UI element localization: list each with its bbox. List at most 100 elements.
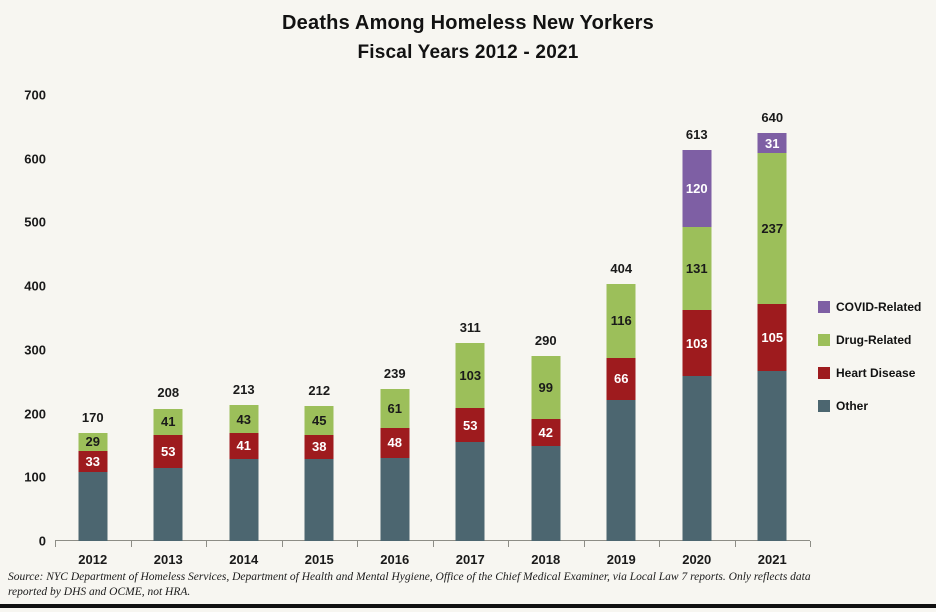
bar-total-label: 311: [459, 319, 481, 335]
bar-segment-heart[interactable]: 41: [229, 432, 259, 459]
segment-value-label: 29: [85, 434, 100, 450]
stacked-bar[interactable]: 42 99: [531, 356, 561, 541]
legend-label: Drug-Related: [836, 332, 912, 347]
bar-segment-drug[interactable]: 43: [229, 405, 259, 433]
segment-value-label: 45: [312, 412, 327, 428]
x-axis-category-label: 2021: [757, 552, 787, 567]
x-axis-tickmark: [735, 541, 736, 547]
bar-segment-covid[interactable]: 31: [757, 133, 787, 153]
bar-segment-other[interactable]: [757, 370, 787, 541]
bar-group[interactable]: 66 116 404 2019: [584, 95, 660, 567]
plot-area: 0 100 200 300 400 500 600 700 33 29 170 2012 53 41 20…: [24, 88, 811, 567]
bar-segment-other[interactable]: [455, 442, 485, 541]
stacked-bar[interactable]: 103 131 120: [682, 150, 712, 541]
segment-value-label: 41: [161, 414, 176, 430]
y-axis-label: 300: [24, 342, 46, 358]
legend-item-other[interactable]: Other: [818, 393, 936, 418]
bar-segment-other[interactable]: [531, 446, 561, 541]
segment-value-label: 42: [538, 425, 553, 441]
segment-value-label: 105: [761, 329, 784, 345]
legend-swatch-icon: [818, 333, 830, 346]
bar-segment-heart[interactable]: 103: [682, 310, 712, 376]
segment-value-label: 61: [387, 400, 402, 416]
bar-segment-other[interactable]: [78, 472, 108, 541]
bar-segment-drug[interactable]: 45: [304, 405, 334, 435]
bar-group[interactable]: 38 45 212 2015: [282, 95, 358, 567]
stacked-bar[interactable]: 53 41: [153, 408, 183, 541]
segment-value-label: 116: [610, 313, 632, 329]
bar-segment-drug[interactable]: 103: [455, 342, 485, 409]
bar-segment-drug[interactable]: 41: [153, 408, 183, 435]
bar-segment-heart[interactable]: 105: [757, 304, 787, 371]
bar-group[interactable]: 42 99 290 2018: [508, 95, 584, 567]
segment-value-label: 131: [685, 261, 708, 277]
legend: COVID-Related Drug-Related Heart Disease Ot…: [818, 294, 936, 426]
bar-segment-heart[interactable]: 48: [380, 427, 410, 459]
segment-value-label: 43: [236, 411, 251, 427]
segment-value-label: 48: [387, 435, 402, 451]
bar-group[interactable]: 53 41 208 2013: [131, 95, 207, 567]
source-note: Source: NYC Department of Homeless Servi…: [8, 571, 811, 598]
x-axis-tickmark: [584, 541, 585, 547]
bar-group[interactable]: 53 103 311 2017: [433, 95, 509, 567]
bar-group[interactable]: 48 61 239 2016: [357, 95, 433, 567]
stacked-bar[interactable]: 105 237 31: [757, 133, 787, 541]
bar-segment-drug[interactable]: 131: [682, 226, 712, 311]
x-axis-tickmark: [810, 541, 811, 547]
segment-value-label: 38: [312, 439, 327, 455]
bar-segment-covid[interactable]: 120: [682, 150, 712, 227]
y-axis-label: 200: [24, 406, 46, 422]
bar-total-label: 170: [81, 409, 104, 425]
stacked-bar[interactable]: 66 116: [606, 283, 636, 541]
bar-segment-drug[interactable]: 116: [606, 283, 636, 358]
bar-segment-drug[interactable]: 29: [78, 432, 108, 452]
stacked-bar[interactable]: 48 61: [380, 388, 410, 541]
bar-segment-heart[interactable]: 42: [531, 419, 561, 447]
stacked-bar[interactable]: 33 29: [78, 432, 108, 541]
bar-segment-drug[interactable]: 61: [380, 388, 410, 428]
bar-segment-heart[interactable]: 33: [78, 451, 108, 473]
segment-value-label: 66: [614, 371, 629, 387]
legend-item-heart[interactable]: Heart Disease: [818, 360, 936, 385]
legend-swatch-icon: [818, 366, 830, 379]
stacked-bar[interactable]: 53 103: [455, 342, 485, 541]
x-axis-category-label: 2016: [380, 552, 410, 567]
bar-segment-heart[interactable]: 66: [606, 357, 636, 400]
stacked-bar[interactable]: 38 45: [304, 405, 334, 541]
bar-total-label: 640: [761, 110, 784, 126]
bar-segment-heart[interactable]: 53: [153, 434, 183, 469]
bar-group[interactable]: 103 131 120 613 2020: [659, 95, 735, 567]
bar-group[interactable]: 41 43 213 2014: [206, 95, 282, 567]
x-axis-tickmark: [206, 541, 207, 547]
y-axis-label: 700: [24, 87, 46, 103]
bar-segment-drug[interactable]: 237: [757, 153, 787, 304]
x-axis-tickmark: [659, 541, 660, 547]
bar-segment-drug[interactable]: 99: [531, 356, 561, 420]
stacked-bar[interactable]: 41 43: [229, 405, 259, 541]
legend-item-covid[interactable]: COVID-Related: [818, 294, 936, 319]
bar-segment-heart[interactable]: 38: [304, 434, 334, 459]
segment-value-label: 237: [761, 221, 784, 236]
x-axis-tickmark: [508, 541, 509, 547]
bar-segment-other[interactable]: [606, 399, 636, 541]
bar-group[interactable]: 105 237 31 640 2021: [735, 95, 811, 567]
segment-value-label: 41: [236, 438, 251, 454]
bar-segment-other[interactable]: [304, 458, 334, 541]
legend-item-drug[interactable]: Drug-Related: [818, 327, 936, 352]
bar-segment-other[interactable]: [380, 458, 410, 541]
bar-total-label: 404: [610, 260, 633, 276]
x-axis-tickmark: [433, 541, 434, 547]
segment-value-label: 31: [765, 135, 780, 151]
bar-group[interactable]: 33 29 170 2012: [55, 95, 131, 567]
bar-segment-other[interactable]: [682, 375, 712, 541]
segment-value-label: 103: [685, 335, 708, 351]
bar-segment-other[interactable]: [153, 468, 183, 541]
bar-segment-other[interactable]: [229, 458, 259, 541]
y-axis-label: 100: [24, 469, 46, 485]
bar-total-label: 213: [232, 382, 255, 398]
x-axis-tickmark: [55, 541, 56, 547]
bar-segment-heart[interactable]: 53: [455, 408, 485, 443]
x-axis-tickmark: [131, 541, 132, 547]
y-axis-label: 500: [24, 214, 46, 230]
